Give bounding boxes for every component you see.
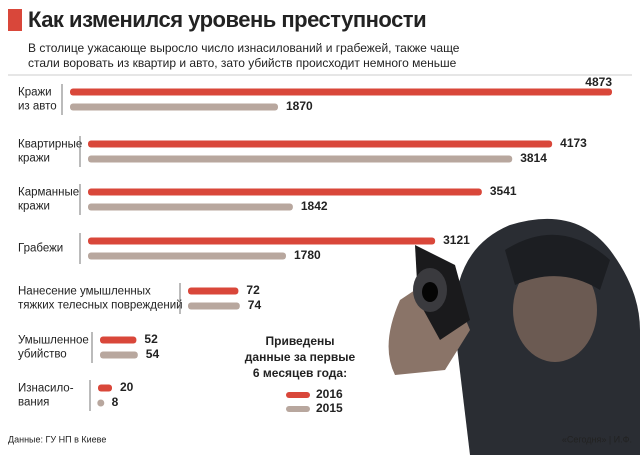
value-label: 1780 (294, 248, 321, 262)
photo (388, 218, 640, 455)
category-label: убийство (18, 349, 67, 361)
category-label: Изнасило- (18, 383, 74, 395)
category-label: из авто (18, 101, 57, 113)
bar (88, 203, 293, 211)
bar (70, 103, 278, 111)
note: Приведены (265, 334, 334, 348)
value-label: 3814 (520, 151, 547, 165)
category-label: Грабежи (18, 243, 63, 255)
value-label: 3541 (490, 184, 517, 198)
value-label: 1842 (301, 199, 328, 213)
credit: «Сегодня» | И.Ф. (562, 434, 632, 444)
bar (97, 399, 105, 407)
value-label: 4173 (560, 136, 587, 150)
bar (88, 237, 436, 245)
note: 6 месяцев года: (253, 366, 347, 380)
bar (88, 188, 482, 196)
category-label: тяжких телесных повреждений (18, 300, 183, 312)
category-label: Нанесение умышленных (18, 286, 151, 298)
source: Данные: ГУ НП в Киеве (8, 434, 106, 444)
subtitle: стали воровать из квартир и авто, зато у… (28, 56, 457, 70)
category-label: Карманные (18, 187, 79, 199)
bar (100, 336, 137, 344)
value-label: 1870 (286, 99, 313, 113)
value-label: 4873 (585, 75, 612, 89)
category-label: Кражи (18, 87, 52, 99)
subtitle: В столице ужасающе выросло число изнасил… (28, 41, 460, 55)
bar (88, 155, 513, 163)
category-label: Квартирные (18, 139, 82, 151)
bar (88, 140, 553, 148)
legend-label: 2015 (316, 401, 343, 415)
category-label: Умышленное (18, 335, 89, 347)
value-label: 8 (112, 395, 119, 409)
value-label: 3121 (443, 233, 470, 247)
value-label: 54 (146, 347, 160, 361)
bar (188, 302, 240, 310)
legend-swatch (286, 406, 310, 412)
category-label: кражи (18, 153, 50, 165)
value-label: 74 (248, 298, 262, 312)
category-label: вания (18, 397, 49, 409)
chart-title: Как изменился уровень преступности (28, 7, 426, 32)
bar (100, 351, 138, 359)
value-label: 72 (246, 283, 260, 297)
value-label: 20 (120, 380, 134, 394)
bar (70, 88, 612, 96)
bar (188, 287, 239, 295)
bar (88, 252, 286, 260)
legend-label: 2016 (316, 387, 343, 401)
note: данные за первые (245, 350, 356, 364)
bar (98, 384, 112, 392)
value-label: 52 (144, 332, 158, 346)
category-label: кражи (18, 201, 50, 213)
title-icon (8, 9, 22, 31)
legend-swatch (286, 392, 310, 398)
